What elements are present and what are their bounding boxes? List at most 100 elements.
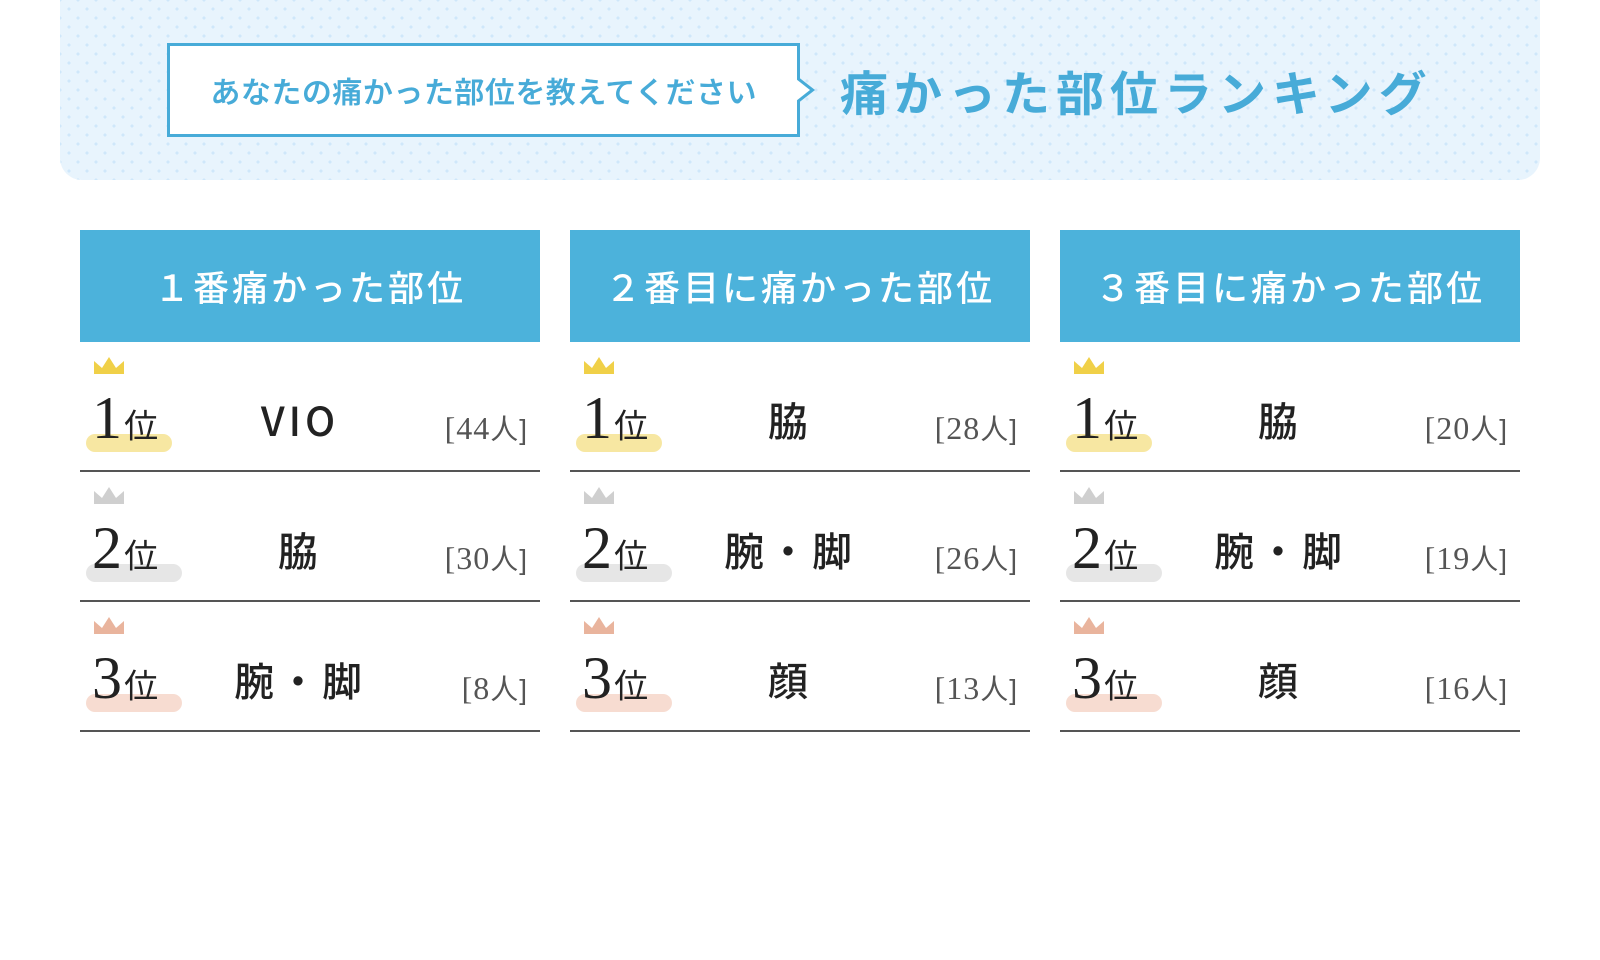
rank-suffix: 位 — [1104, 399, 1138, 448]
count: [28人] — [878, 408, 1018, 448]
rank-row: 1 位 脇 [20人] — [1060, 342, 1520, 472]
rank-row: 2 位 腕・脚 [19人] — [1060, 472, 1520, 602]
rank-suffix: 位 — [614, 659, 648, 708]
header-band: あなたの痛かった部位を教えてください 痛かった部位ランキング — [60, 0, 1540, 180]
rank-badge: 3 位 — [1072, 648, 1192, 708]
rank-number: 1 — [1072, 388, 1102, 448]
count-suffix: 人] — [490, 674, 528, 705]
count-prefix: [ — [935, 410, 947, 446]
rank-badge: 1 位 — [1072, 388, 1192, 448]
count: [13人] — [878, 668, 1018, 708]
body-part: 顔 — [702, 650, 878, 708]
body-part: 腕・脚 — [702, 520, 878, 578]
count: [30人] — [388, 538, 528, 578]
count-suffix: 人] — [980, 674, 1018, 705]
count-suffix: 人] — [980, 544, 1018, 575]
rank-badge: 1 位 — [582, 388, 702, 448]
crown-icon — [1072, 354, 1106, 376]
rank-number: 1 — [582, 388, 612, 448]
count-suffix: 人] — [490, 414, 528, 445]
count-suffix: 人] — [490, 544, 528, 575]
prompt-label: あなたの痛かった部位を教えてください — [210, 68, 757, 112]
rank-row: 3 位 顔 [16人] — [1060, 602, 1520, 732]
count-prefix: [ — [935, 540, 947, 576]
rank-suffix: 位 — [124, 399, 158, 448]
column-header: １番痛かった部位 — [80, 230, 540, 342]
column-header: ３番目に痛かった部位 — [1060, 230, 1520, 342]
rank-suffix: 位 — [124, 659, 158, 708]
rank-badge: 2 位 — [1072, 518, 1192, 578]
rank-row: 1 位 VIO [44人] — [80, 342, 540, 472]
rank-number: 3 — [582, 648, 612, 708]
rank-row: 2 位 脇 [30人] — [80, 472, 540, 602]
count-value: 44 — [456, 410, 490, 446]
crown-icon — [582, 614, 616, 636]
rank-badge: 1 位 — [92, 388, 212, 448]
rank-number: 3 — [92, 648, 122, 708]
count-suffix: 人] — [1470, 674, 1508, 705]
rank-row: 3 位 腕・脚 [8人] — [80, 602, 540, 732]
page: あなたの痛かった部位を教えてください 痛かった部位ランキング １番痛かった部位 … — [0, 0, 1600, 960]
count-prefix: [ — [1425, 540, 1437, 576]
ranking-columns: １番痛かった部位 1 位 VIO [44人] 2 位 脇 [30人] — [80, 230, 1520, 732]
count: [20人] — [1368, 408, 1508, 448]
body-part: 腕・脚 — [212, 650, 388, 708]
count: [19人] — [1368, 538, 1508, 578]
count-suffix: 人] — [980, 414, 1018, 445]
count-value: 30 — [456, 540, 490, 576]
rank-badge: 2 位 — [582, 518, 702, 578]
count-suffix: 人] — [1470, 544, 1508, 575]
count-prefix: [ — [935, 670, 947, 706]
count-value: 13 — [946, 670, 980, 706]
rank-list: 1 位 VIO [44人] 2 位 脇 [30人] — [80, 342, 540, 732]
count-prefix: [ — [1425, 410, 1437, 446]
count-value: 8 — [473, 670, 490, 706]
crown-icon — [1072, 484, 1106, 506]
count-value: 16 — [1436, 670, 1470, 706]
rank-number: 3 — [1072, 648, 1102, 708]
count-prefix: [ — [445, 410, 457, 446]
rank-suffix: 位 — [1104, 529, 1138, 578]
count-prefix: [ — [462, 670, 474, 706]
prompt-box: あなたの痛かった部位を教えてください — [167, 43, 800, 137]
count: [44人] — [388, 408, 528, 448]
rank-list: 1 位 脇 [28人] 2 位 腕・脚 [26人] — [570, 342, 1030, 732]
rank-badge: 3 位 — [582, 648, 702, 708]
count-value: 19 — [1436, 540, 1470, 576]
rank-suffix: 位 — [1104, 659, 1138, 708]
body-part: 脇 — [702, 390, 878, 448]
crown-icon — [92, 614, 126, 636]
count-value: 20 — [1436, 410, 1470, 446]
page-title: 痛かった部位ランキング — [840, 55, 1433, 125]
body-part: 脇 — [1192, 390, 1368, 448]
rank-number: 2 — [92, 518, 122, 578]
rank-badge: 3 位 — [92, 648, 212, 708]
body-part: 脇 — [212, 520, 388, 578]
rank-suffix: 位 — [124, 529, 158, 578]
count: [16人] — [1368, 668, 1508, 708]
count-suffix: 人] — [1470, 414, 1508, 445]
ranking-column: １番痛かった部位 1 位 VIO [44人] 2 位 脇 [30人] — [80, 230, 540, 732]
crown-icon — [92, 484, 126, 506]
body-part: 腕・脚 — [1192, 520, 1368, 578]
body-part: VIO — [212, 390, 388, 448]
rank-number: 1 — [92, 388, 122, 448]
count: [8人] — [388, 668, 528, 708]
count-value: 26 — [946, 540, 980, 576]
count: [26人] — [878, 538, 1018, 578]
rank-list: 1 位 脇 [20人] 2 位 腕・脚 [19人] — [1060, 342, 1520, 732]
crown-icon — [92, 354, 126, 376]
ranking-column: ２番目に痛かった部位 1 位 脇 [28人] 2 位 腕・脚 [26 — [570, 230, 1030, 732]
rank-row: 1 位 脇 [28人] — [570, 342, 1030, 472]
rank-row: 2 位 腕・脚 [26人] — [570, 472, 1030, 602]
rank-number: 2 — [582, 518, 612, 578]
rank-row: 3 位 顔 [13人] — [570, 602, 1030, 732]
rank-suffix: 位 — [614, 399, 648, 448]
rank-suffix: 位 — [614, 529, 648, 578]
ranking-column: ３番目に痛かった部位 1 位 脇 [20人] 2 位 腕・脚 [19 — [1060, 230, 1520, 732]
rank-badge: 2 位 — [92, 518, 212, 578]
column-header: ２番目に痛かった部位 — [570, 230, 1030, 342]
crown-icon — [1072, 614, 1106, 636]
count-prefix: [ — [445, 540, 457, 576]
crown-icon — [582, 484, 616, 506]
